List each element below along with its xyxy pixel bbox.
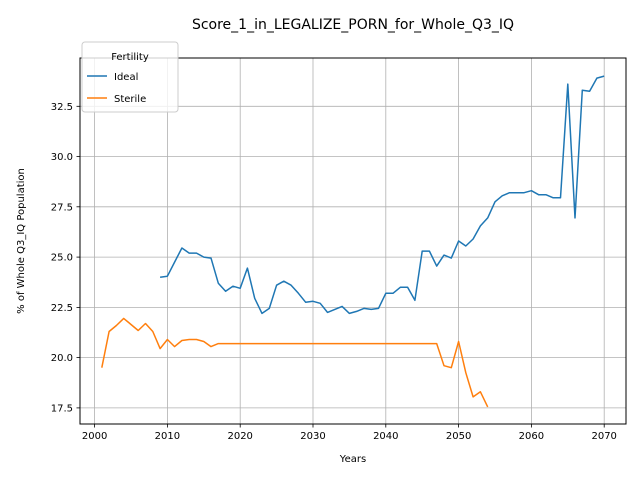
- x-tick-label: 2010: [155, 431, 180, 442]
- y-tick-label: 32.5: [51, 102, 73, 113]
- x-tick-label: 2060: [519, 431, 544, 442]
- y-tick-label: 30.0: [51, 152, 73, 163]
- y-tick-label: 27.5: [51, 202, 73, 213]
- x-tick-label: 2000: [82, 431, 107, 442]
- series-lines: [101, 75, 605, 408]
- legend-label-sterile: Sterile: [114, 94, 146, 105]
- y-tick-label: 17.5: [51, 403, 73, 414]
- legend: Fertility Ideal Sterile: [81, 41, 179, 113]
- y-tick-label: 25.0: [51, 253, 73, 264]
- series-line-sterile: [101, 317, 489, 408]
- legend-box: [81, 41, 179, 113]
- x-tick-label: 2030: [300, 431, 325, 442]
- legend-label-ideal: Ideal: [114, 72, 138, 83]
- x-axis-label: Years: [339, 454, 366, 465]
- x-tick-label: 2040: [373, 431, 398, 442]
- axis-ticks: 2000 2010 2020 2030 2040 2050 2060 2070 17.5 20.0…: [51, 102, 617, 442]
- y-axis-label: % of Whole Q3_IQ Population: [16, 168, 27, 314]
- x-tick-label: 2050: [446, 431, 471, 442]
- y-tick-label: 22.5: [51, 303, 73, 314]
- y-tick-label: 20.0: [51, 353, 73, 364]
- series-line-ideal: [159, 75, 605, 315]
- x-tick-label: 2020: [227, 431, 252, 442]
- grid: [80, 58, 626, 424]
- x-tick-label: 2070: [591, 431, 616, 442]
- plot-frame: [79, 57, 627, 425]
- legend-title: Fertility: [111, 52, 149, 63]
- chart-title: Score_1_in_LEGALIZE_PORN_for_Whole_Q3_IQ: [192, 17, 514, 33]
